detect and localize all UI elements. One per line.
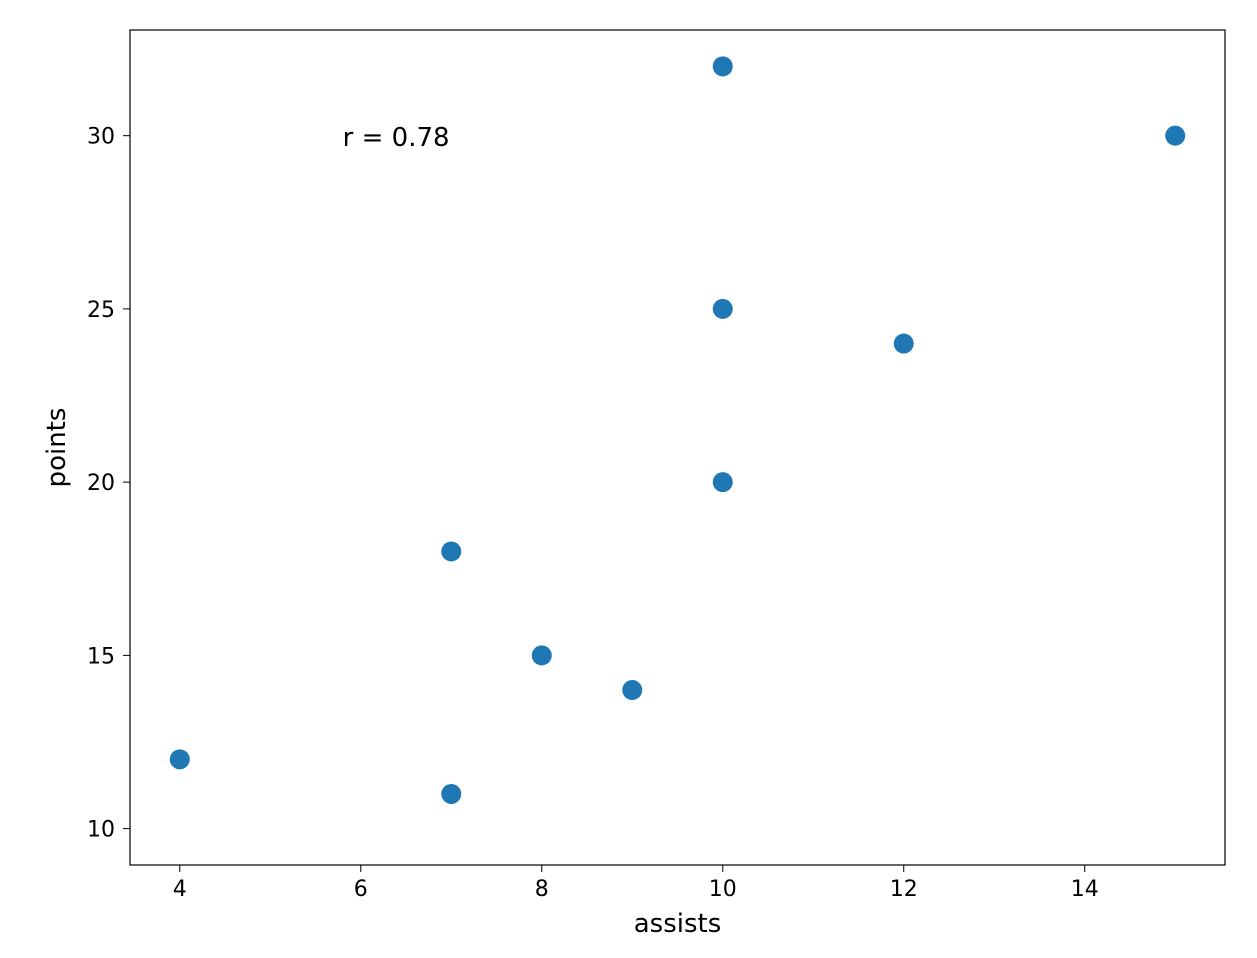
data-point xyxy=(532,645,552,665)
data-point xyxy=(170,749,190,769)
data-point xyxy=(713,56,733,76)
data-point xyxy=(713,472,733,492)
plot-area xyxy=(130,30,1225,865)
data-point xyxy=(894,334,914,354)
data-point xyxy=(441,784,461,804)
y-tick-label: 15 xyxy=(87,644,115,669)
correlation-annotation: r = 0.78 xyxy=(343,123,450,153)
x-tick-label: 14 xyxy=(1071,877,1099,902)
x-axis-label: assists xyxy=(634,909,722,939)
chart-svg: 4 6 8 10 12 14 10 15 20 25 30 assists points r = 0.78 xyxy=(0,0,1257,958)
y-tick-label: 10 xyxy=(87,818,115,843)
data-point xyxy=(713,299,733,319)
x-tick-label: 4 xyxy=(173,877,187,902)
data-point xyxy=(441,541,461,561)
data-point xyxy=(622,680,642,700)
y-axis-label: points xyxy=(42,408,72,488)
x-tick-label: 10 xyxy=(709,877,737,902)
y-tick-label: 25 xyxy=(87,298,115,323)
scatter-chart: 4 6 8 10 12 14 10 15 20 25 30 assists points r = 0.78 xyxy=(0,0,1257,958)
x-tick-label: 6 xyxy=(354,877,368,902)
y-tick-label: 20 xyxy=(87,471,115,496)
x-tick-label: 8 xyxy=(535,877,549,902)
x-tick-label: 12 xyxy=(890,877,918,902)
y-tick-label: 30 xyxy=(87,125,115,150)
data-point xyxy=(1165,126,1185,146)
